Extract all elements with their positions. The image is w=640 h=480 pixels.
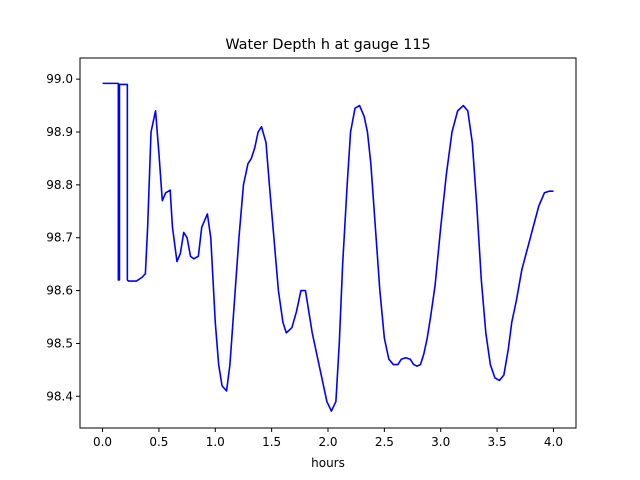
y-tick-label: 98.7: [46, 231, 73, 245]
x-tick-label: 4.0: [544, 435, 563, 449]
x-tick-label: 3.5: [488, 435, 507, 449]
x-tick-label: 3.0: [431, 435, 450, 449]
y-tick-label: 98.4: [46, 389, 73, 403]
y-tick-label: 98.8: [46, 178, 73, 192]
y-tick-label: 98.6: [46, 284, 73, 298]
plot-area: [102, 82, 554, 412]
x-tick-label: 2.5: [375, 435, 394, 449]
y-tick-label: 99.0: [46, 72, 73, 86]
y-tick-label: 98.9: [46, 125, 73, 139]
x-tick-label: 0.0: [93, 435, 112, 449]
x-tick-label: 2.0: [318, 435, 337, 449]
chart-title: Water Depth h at gauge 115: [225, 37, 430, 53]
x-tick-label: 0.5: [149, 435, 168, 449]
series-line-0: [102, 82, 554, 412]
x-axis-ticks: 0.0 0.5 1.0 1.5 2.0 2.5 3.0 3.5 4.0: [93, 428, 563, 449]
x-axis-label: hours: [311, 456, 345, 470]
x-tick-label: 1.5: [262, 435, 281, 449]
axes-frame: [79, 57, 577, 429]
y-tick-label: 98.5: [46, 336, 73, 350]
x-tick-label: 1.0: [206, 435, 225, 449]
y-axis-ticks: 98.4 98.5 98.6 98.7 98.8 98.9 99.0: [46, 72, 80, 403]
